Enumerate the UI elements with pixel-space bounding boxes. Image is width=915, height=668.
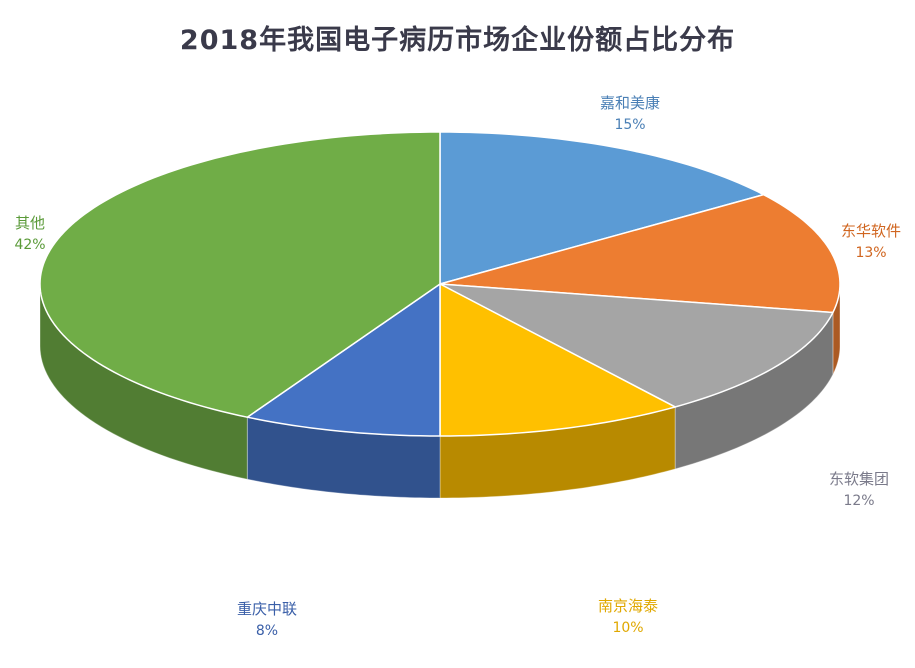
slice-label-value: 10% (612, 620, 644, 636)
slice-label-1: 嘉和美康 15% (570, 92, 690, 136)
slice-label-name: 重庆中联 (236, 600, 297, 618)
slice-label-value: 42% (14, 237, 46, 253)
pie-slice-2 (439, 193, 841, 314)
slice-label-value: 13% (855, 245, 887, 261)
pie-slice-5 (246, 283, 441, 437)
slice-label-5: 重庆中联 8% (207, 598, 327, 642)
slice-label-name: 东软集团 (828, 470, 889, 488)
slice-label-name: 其他 (14, 214, 45, 232)
slice-label-name: 东华软件 (840, 222, 901, 240)
slice-label-name: 嘉和美康 (599, 94, 660, 112)
slice-label-value: 8% (255, 623, 279, 639)
slice-label-value: 12% (843, 493, 875, 509)
slice-label-3: 东软集团 12% (799, 468, 915, 512)
slice-label-name: 南京海泰 (597, 597, 658, 615)
pie-slice-3 (439, 283, 834, 408)
slice-label-6: 其他 42% (0, 212, 90, 256)
slice-label-4: 南京海泰 10% (568, 595, 688, 639)
slice-label-value: 15% (614, 117, 646, 133)
chart-title: 2018年我国电子病历市场企业份额占比分布 (179, 25, 736, 56)
pie-slice-4 (439, 283, 676, 437)
pie-slice-6 (39, 131, 441, 418)
pie-slice-1 (439, 131, 765, 285)
pie-top (39, 131, 841, 437)
slice-label-2: 东华软件 13% (811, 220, 915, 264)
